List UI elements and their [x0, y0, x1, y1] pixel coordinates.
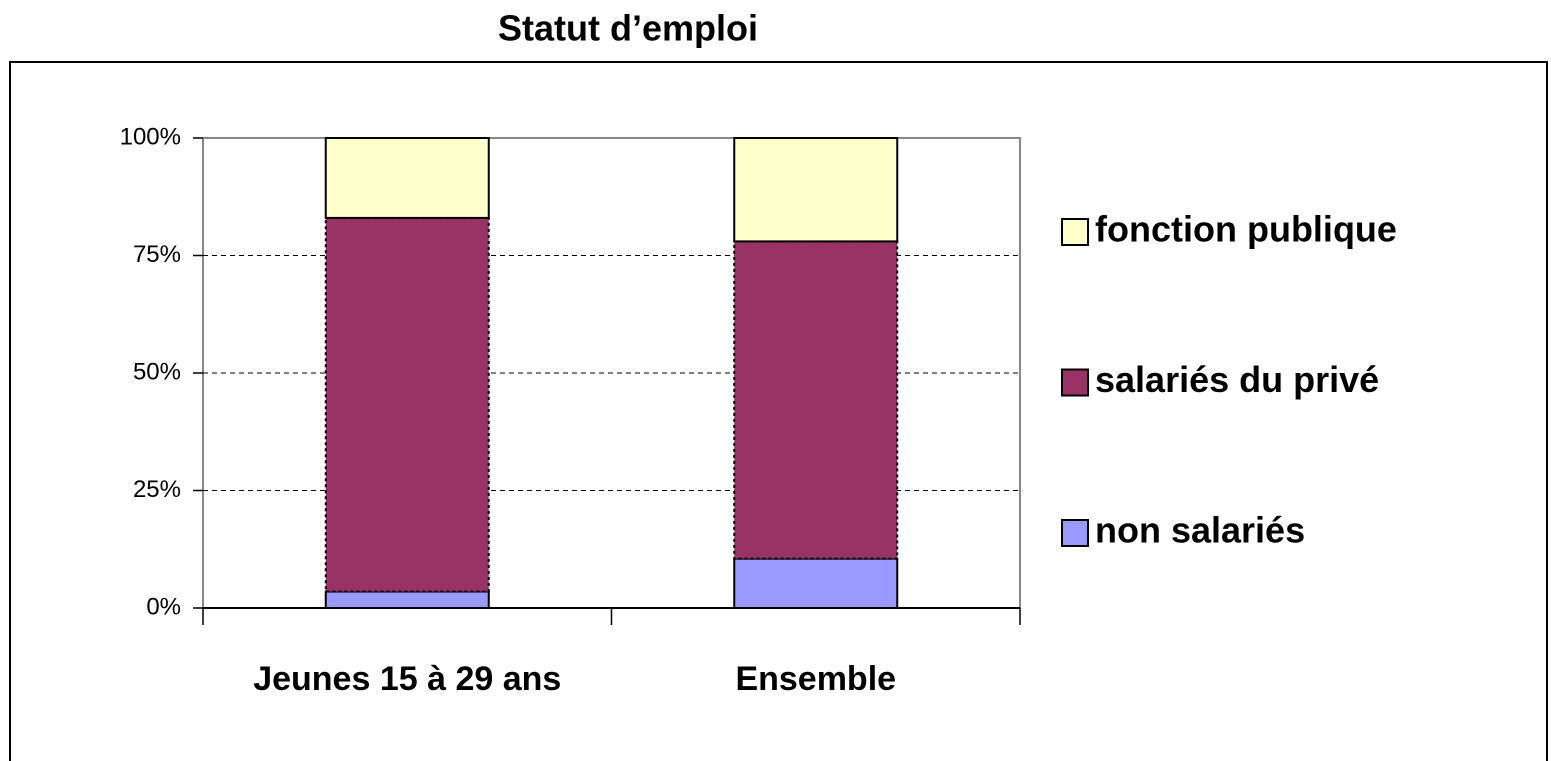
chart-title: Statut d’emploi: [498, 8, 758, 49]
legend-swatch: [1061, 519, 1089, 547]
y-tick-label: 75%: [133, 241, 181, 268]
bar-segment: [733, 137, 899, 243]
bar-segment: [733, 240, 899, 560]
x-tick-label: Ensemble: [735, 660, 896, 698]
legend-swatch: [1061, 218, 1089, 246]
legend-label: non salariés: [1095, 510, 1305, 551]
x-tick-label: Jeunes 15 à 29 ans: [253, 660, 561, 698]
bar-segment: [324, 137, 490, 219]
y-tick-label: 25%: [133, 476, 181, 503]
bar-segment: [324, 590, 490, 609]
legend-label: salariés du privé: [1095, 359, 1379, 400]
y-tick-label: 50%: [133, 358, 181, 385]
y-tick-label: 100%: [120, 123, 181, 150]
bar-segment: [733, 557, 899, 610]
bar-segment: [324, 216, 490, 593]
legend-swatch: [1061, 368, 1089, 397]
legend-label: fonction publique: [1095, 209, 1397, 250]
y-tick-label: 0%: [146, 593, 181, 620]
